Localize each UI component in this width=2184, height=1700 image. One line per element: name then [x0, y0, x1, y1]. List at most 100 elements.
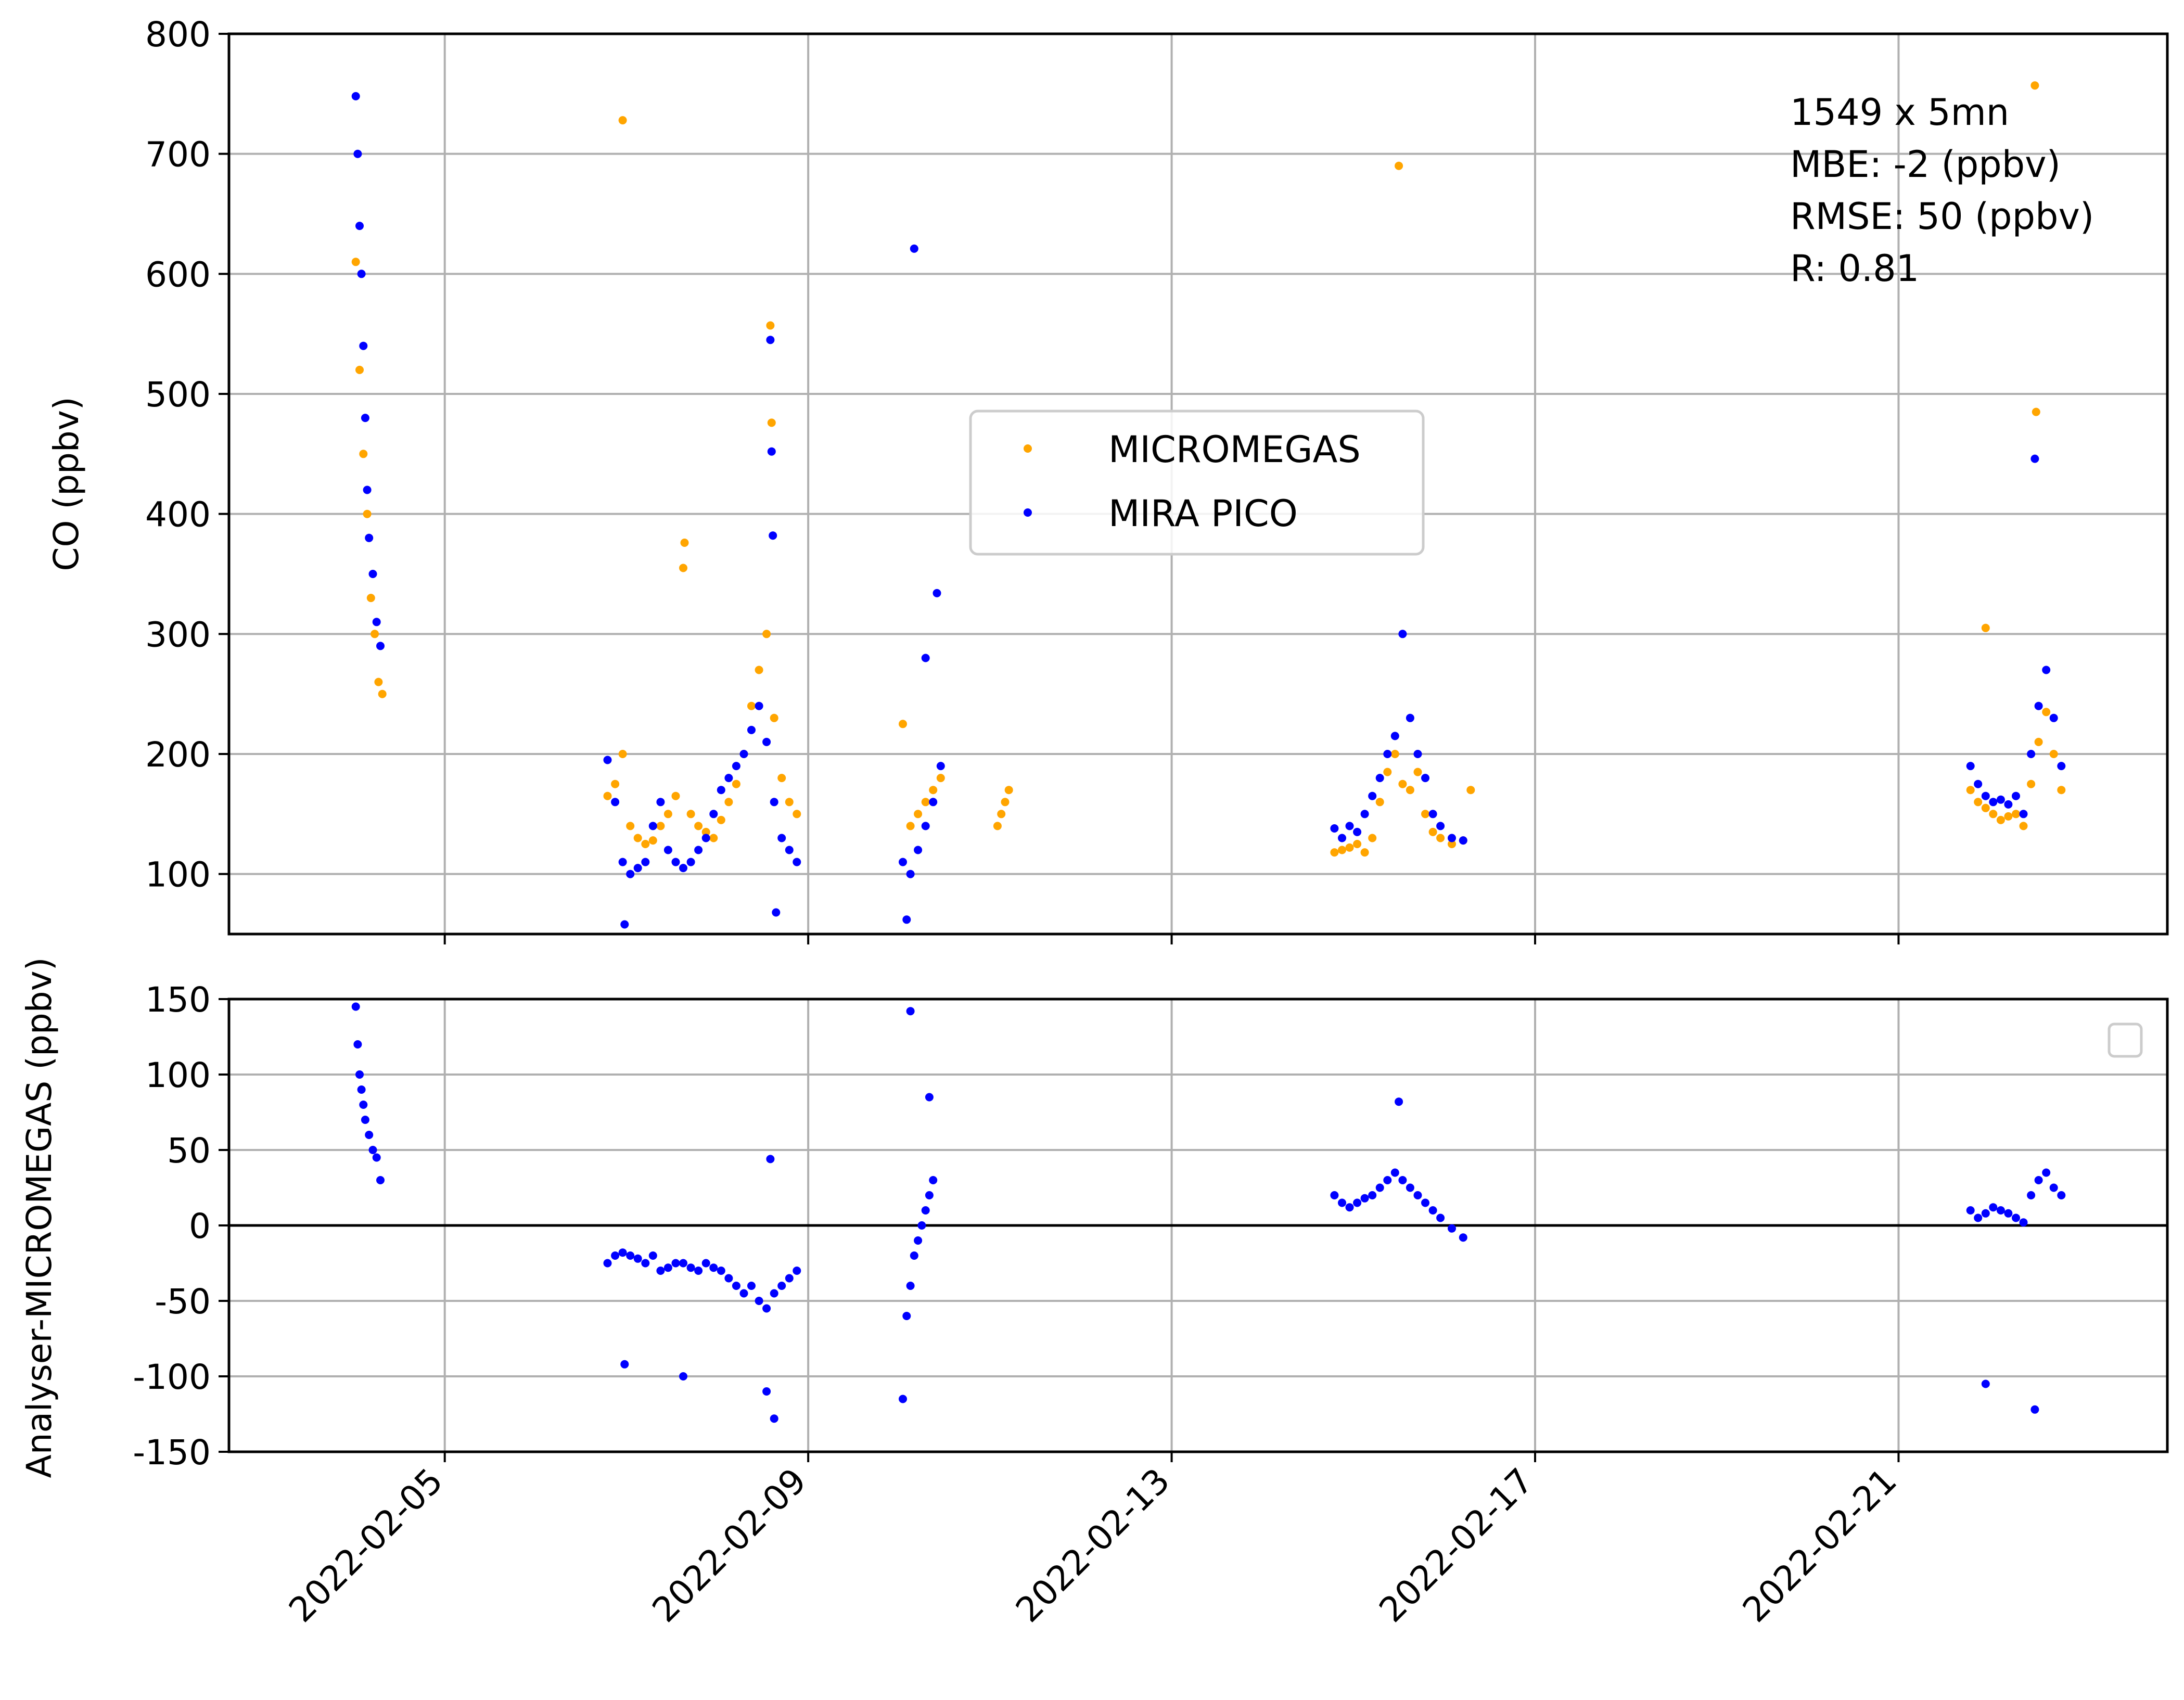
legend: MICROMEGAS MIRA PICO	[969, 410, 1425, 556]
top-point-micromegas	[611, 779, 620, 788]
bottom-point-difference	[1330, 1191, 1339, 1199]
top-point-mira-pico	[793, 858, 801, 866]
top-point-micromegas	[359, 450, 368, 458]
top-point-micromegas	[914, 810, 923, 819]
bottom-point-difference	[1398, 1176, 1407, 1184]
top-point-micromegas	[1390, 750, 1399, 758]
bottom-point-difference	[1406, 1183, 1414, 1192]
bottom-point-difference	[910, 1251, 918, 1260]
top-point-micromegas	[1330, 848, 1339, 857]
top-point-mira-pico	[620, 920, 629, 929]
bottom-points	[351, 1002, 2066, 1423]
top-point-micromegas	[766, 321, 775, 330]
top-point-micromegas	[2049, 750, 2058, 758]
top-point-mira-pico	[762, 737, 771, 746]
legend-label-micromegas: MICROMEGAS	[1108, 428, 1361, 471]
top-point-micromegas	[1383, 768, 1392, 776]
top-point-micromegas	[767, 418, 776, 427]
top-point-micromegas	[1338, 846, 1346, 854]
top-point-micromegas	[1360, 848, 1369, 857]
bottom-point-difference	[732, 1282, 740, 1290]
top-point-mira-pico	[2019, 810, 2028, 819]
top-point-micromegas	[701, 827, 710, 836]
bottom-point-difference	[2030, 1405, 2039, 1414]
top-point-mira-pico	[936, 762, 945, 771]
bottom-point-difference	[793, 1267, 801, 1275]
bottom-point-difference	[762, 1304, 771, 1313]
top-point-micromegas	[633, 834, 642, 842]
top-point-micromegas	[2057, 786, 2066, 795]
top-point-mira-pico	[357, 270, 366, 278]
top-point-mira-pico	[1989, 798, 1998, 807]
bottom-point-difference	[648, 1251, 657, 1260]
top-point-micromegas	[770, 713, 778, 722]
bottom-point-difference	[1996, 1206, 2005, 1215]
bottom-point-difference	[747, 1282, 756, 1290]
top-point-mira-pico	[770, 798, 778, 807]
top-point-mira-pico	[769, 531, 777, 540]
top-point-mira-pico	[1996, 795, 2005, 804]
top-point-mira-pico	[709, 810, 718, 819]
bottom-point-difference	[1974, 1213, 1983, 1222]
empty-legend-box	[2108, 1022, 2143, 1058]
top-point-micromegas	[363, 509, 372, 518]
bottom-point-difference	[785, 1274, 794, 1283]
bottom-point-difference	[914, 1236, 923, 1245]
top-point-micromegas	[906, 822, 915, 830]
bottom-point-difference	[671, 1259, 680, 1268]
top-point-micromegas	[1974, 798, 1983, 807]
bottom-point-difference	[2004, 1209, 2013, 1218]
bottom-point-difference	[1421, 1198, 1429, 1207]
bottom-point-difference	[929, 1176, 938, 1184]
top-point-mira-pico	[929, 798, 938, 807]
bottom-point-difference	[2049, 1183, 2058, 1192]
bottom-point-difference	[357, 1085, 366, 1094]
top-point-mira-pico	[902, 915, 911, 924]
top-point-micromegas	[1395, 161, 1403, 170]
top-point-micromegas	[1436, 834, 1445, 842]
top-point-mira-pico	[914, 846, 923, 854]
top-point-mira-pico	[717, 786, 725, 795]
bottom-y-tick-label: 100	[145, 1055, 211, 1095]
bottom-point-difference	[365, 1131, 374, 1139]
bottom-point-difference	[766, 1155, 775, 1164]
top-point-mira-pico	[633, 864, 642, 873]
bottom-point-difference	[2034, 1176, 2043, 1184]
bottom-y-tick-label: 50	[167, 1131, 211, 1171]
top-plot-frame	[227, 32, 2169, 936]
top-point-micromegas	[2034, 737, 2043, 746]
bottom-y-tick-label: 150	[145, 980, 211, 1020]
bottom-point-difference	[701, 1259, 710, 1268]
top-point-micromegas	[641, 840, 650, 848]
bottom-point-difference	[679, 1372, 687, 1381]
top-point-mira-pico	[777, 834, 786, 842]
bottom-point-difference	[1428, 1206, 1437, 1215]
top-point-mira-pico	[1338, 834, 1346, 842]
top-point-mira-pico	[359, 341, 368, 350]
bottom-point-difference	[368, 1146, 377, 1154]
bottom-point-difference	[1360, 1194, 1369, 1203]
top-point-mira-pico	[368, 570, 377, 578]
top-point-mira-pico	[2042, 666, 2051, 674]
bottom-point-difference	[603, 1259, 612, 1268]
top-point-mira-pico	[1330, 824, 1339, 833]
top-point-micromegas	[793, 810, 801, 819]
bottom-point-difference	[1413, 1191, 1422, 1199]
bottom-point-difference	[906, 1282, 915, 1290]
top-point-mira-pico	[766, 336, 775, 344]
bottom-y-ticks: -150 -100 -50 0 50 100 150	[133, 980, 229, 1473]
bottom-y-tick-label: -100	[133, 1357, 211, 1397]
top-point-micromegas	[2027, 779, 2036, 788]
bottom-point-difference	[1966, 1206, 1975, 1215]
bottom-point-difference	[618, 1248, 627, 1257]
bottom-point-difference	[709, 1263, 718, 1272]
top-point-mira-pico	[732, 762, 740, 771]
top-point-mira-pico	[1974, 779, 1983, 788]
top-point-micromegas	[671, 791, 680, 800]
top-point-mira-pico	[641, 858, 650, 866]
top-y-tick-label: 600	[145, 254, 211, 295]
bottom-point-difference	[359, 1101, 368, 1109]
top-point-mira-pico	[755, 701, 763, 710]
top-point-micromegas	[680, 539, 689, 547]
